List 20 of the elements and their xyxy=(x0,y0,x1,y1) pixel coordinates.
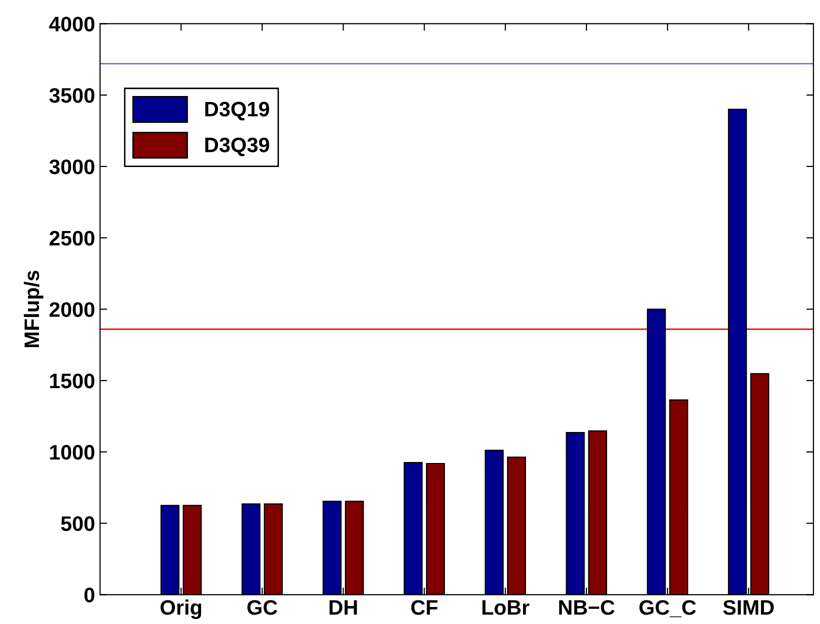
y-tick-label: 500 xyxy=(61,516,94,532)
x-tick-label: DH xyxy=(330,600,357,615)
x-tick-label: CF xyxy=(411,600,438,615)
x-tick-label: SIMD xyxy=(723,600,774,615)
x-tick-label: NB−C xyxy=(559,600,615,615)
x-tick-label: GC xyxy=(247,600,278,615)
y-tick-label: 0 xyxy=(84,588,94,602)
x-tick-label: LoBr xyxy=(482,600,530,615)
y-tick-label: 3000 xyxy=(49,159,94,174)
y-tick-label: 2000 xyxy=(50,302,94,317)
x-tick-label: Orig xyxy=(160,600,202,620)
y-tick-label: 2500 xyxy=(50,230,94,246)
legend-label: D3Q39 xyxy=(205,138,270,156)
y-tick-label: 1000 xyxy=(50,444,94,460)
y-tick-label: 4000 xyxy=(49,16,94,32)
y-tick-label: 1500 xyxy=(50,374,94,388)
legend-label: D3Q19 xyxy=(205,102,270,120)
x-tick-label: GC_C xyxy=(639,600,696,618)
y-tick-label: 3500 xyxy=(49,88,94,103)
y-axis-title: MFlup/s xyxy=(24,270,44,348)
